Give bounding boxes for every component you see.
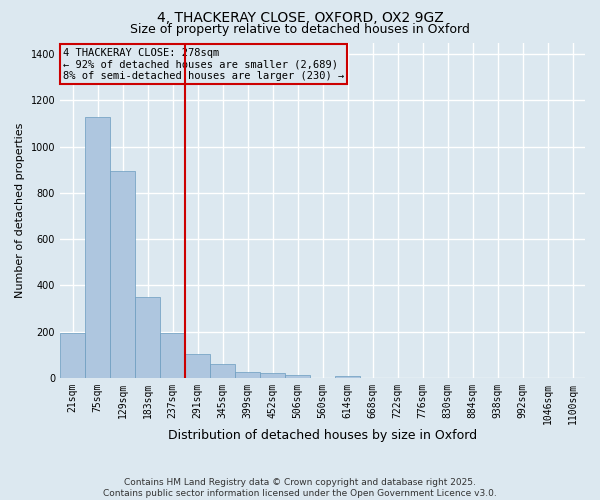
Bar bbox=[235, 372, 260, 378]
Bar bbox=[185, 354, 210, 378]
X-axis label: Distribution of detached houses by size in Oxford: Distribution of detached houses by size … bbox=[168, 430, 477, 442]
Bar bbox=[210, 364, 235, 378]
Bar bbox=[110, 172, 135, 378]
Bar bbox=[160, 333, 185, 378]
Bar bbox=[135, 297, 160, 378]
Bar bbox=[260, 374, 285, 378]
Y-axis label: Number of detached properties: Number of detached properties bbox=[15, 122, 25, 298]
Bar bbox=[60, 334, 85, 378]
Bar bbox=[285, 375, 310, 378]
Text: 4 THACKERAY CLOSE: 278sqm
← 92% of detached houses are smaller (2,689)
8% of sem: 4 THACKERAY CLOSE: 278sqm ← 92% of detac… bbox=[62, 48, 344, 80]
Bar bbox=[335, 376, 360, 378]
Bar bbox=[85, 116, 110, 378]
Text: Contains HM Land Registry data © Crown copyright and database right 2025.
Contai: Contains HM Land Registry data © Crown c… bbox=[103, 478, 497, 498]
Text: 4, THACKERAY CLOSE, OXFORD, OX2 9GZ: 4, THACKERAY CLOSE, OXFORD, OX2 9GZ bbox=[157, 11, 443, 25]
Text: Size of property relative to detached houses in Oxford: Size of property relative to detached ho… bbox=[130, 22, 470, 36]
